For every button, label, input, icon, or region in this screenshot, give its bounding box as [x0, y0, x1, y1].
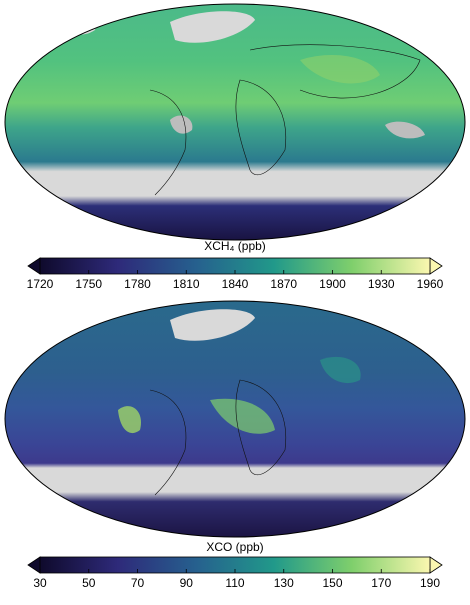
coastline	[235, 379, 287, 475]
colorbar-tick-label: 70	[131, 576, 145, 590]
map-xch4	[5, 4, 465, 240]
coastline	[149, 389, 187, 496]
colorbar-tick-label: 1750	[75, 277, 102, 291]
colorbar-tick-label: 190	[420, 576, 440, 590]
land-patch	[300, 55, 380, 84]
colorbar-tick-label: 150	[322, 576, 342, 590]
land-mask	[60, 16, 96, 35]
coastline	[249, 44, 421, 99]
map-xco	[5, 301, 465, 537]
colorbar-tick-label: 50	[82, 576, 96, 590]
land-patch	[118, 406, 141, 434]
land-patch	[320, 356, 361, 384]
colorbar-tick-label: 90	[180, 576, 194, 590]
colorbar-tick-label: 1960	[417, 277, 444, 291]
colorbar-extend-high	[429, 257, 443, 275]
coastline	[149, 89, 187, 196]
map-border	[4, 3, 466, 241]
colorbar-tick-label: 130	[274, 576, 294, 590]
land-mask	[170, 115, 193, 134]
colorbar-tick-label: 170	[371, 576, 391, 590]
colorbar-title: XCH₄ (ppb)	[204, 239, 266, 253]
land-mask	[170, 11, 255, 43]
colorbar-tick-label: 1810	[173, 277, 200, 291]
colorbar-tick-label: 30	[33, 576, 47, 590]
land-mask	[170, 309, 255, 341]
colorbar-tick-label: 1870	[270, 277, 297, 291]
map-border	[4, 300, 466, 538]
map-field	[5, 4, 465, 240]
colorbar-extend-low	[27, 257, 41, 275]
colorbar-tick-label: 1780	[124, 277, 151, 291]
colorbar-tick-label: 110	[225, 576, 244, 590]
colorbar-tick-label: 1930	[368, 277, 395, 291]
colorbar-tick-label: 1900	[319, 277, 346, 291]
colorbar-extend-high	[429, 556, 443, 574]
colorbar-tick-label: 1720	[27, 277, 54, 291]
land-patch	[210, 398, 275, 434]
coastline	[235, 79, 287, 175]
land-mask	[385, 121, 425, 139]
colorbar-extend-low	[27, 556, 41, 574]
colorbar-tick-label: 1840	[222, 277, 249, 291]
colorbar-title: XCO (ppb)	[206, 540, 263, 554]
